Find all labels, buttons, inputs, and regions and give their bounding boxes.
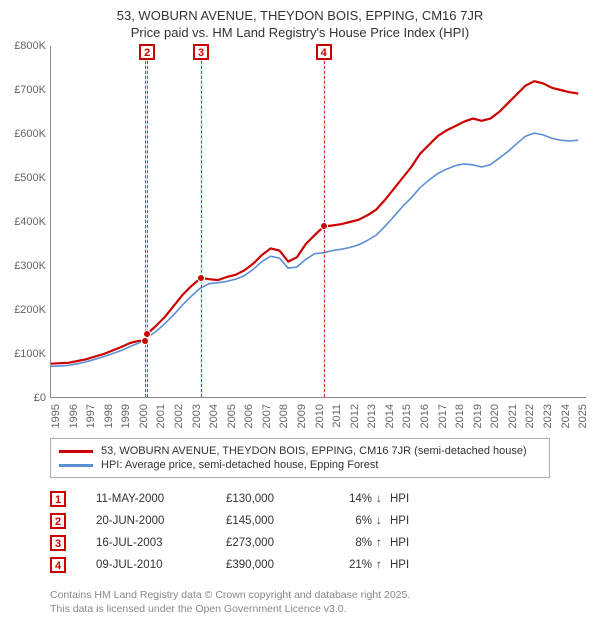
x-tick-label: 2018 xyxy=(454,404,466,428)
event-dot xyxy=(197,274,205,282)
title-block: 53, WOBURN AVENUE, THEYDON BOIS, EPPING,… xyxy=(10,8,590,40)
event-pct: 6% xyxy=(336,515,376,527)
arrow-icon: ↓ xyxy=(376,493,390,505)
y-tick-label: £200K xyxy=(4,304,46,316)
event-date: 20-JUN-2000 xyxy=(96,515,226,527)
event-price: £273,000 xyxy=(226,537,336,549)
legend-item: 53, WOBURN AVENUE, THEYDON BOIS, EPPING,… xyxy=(59,444,541,458)
x-tick-label: 1999 xyxy=(120,404,132,428)
footer-line-1: Contains HM Land Registry data © Crown c… xyxy=(50,588,590,602)
x-tick-label: 2006 xyxy=(243,404,255,428)
legend-swatch xyxy=(59,464,93,467)
x-tick-label: 1995 xyxy=(50,404,62,428)
event-date: 16-JUL-2003 xyxy=(96,537,226,549)
legend-swatch xyxy=(59,450,93,453)
x-tick-label: 2024 xyxy=(560,404,572,428)
arrow-icon: ↑ xyxy=(376,537,390,549)
x-tick-label: 2017 xyxy=(437,404,449,428)
chart-area: 234 £0£100K£200K£300K£400K£500K£600K£700… xyxy=(10,46,590,426)
x-tick-label: 2021 xyxy=(507,404,519,428)
legend: 53, WOBURN AVENUE, THEYDON BOIS, EPPING,… xyxy=(50,438,550,478)
x-tick-label: 2010 xyxy=(314,404,326,428)
x-tick-label: 2014 xyxy=(384,404,396,428)
x-tick-label: 2003 xyxy=(191,404,203,428)
legend-label: 53, WOBURN AVENUE, THEYDON BOIS, EPPING,… xyxy=(101,445,527,457)
event-hpi-label: HPI xyxy=(390,515,430,527)
y-tick-label: £100K xyxy=(4,348,46,360)
x-tick-label: 2020 xyxy=(489,404,501,428)
x-tick-label: 2007 xyxy=(261,404,273,428)
footer-line-2: This data is licensed under the Open Gov… xyxy=(50,602,590,616)
x-tick-label: 2004 xyxy=(208,404,220,428)
x-tick-label: 2011 xyxy=(331,404,343,428)
y-tick-label: £500K xyxy=(4,172,46,184)
event-number-box: 2 xyxy=(50,513,66,529)
event-row: 3 16-JUL-2003£273,0008%↑HPI xyxy=(50,532,590,554)
event-hpi-label: HPI xyxy=(390,537,430,549)
y-tick-label: £700K xyxy=(4,84,46,96)
event-price: £145,000 xyxy=(226,515,336,527)
x-tick-label: 1998 xyxy=(103,404,115,428)
events-table: 111-MAY-2000£130,00014%↓HPI220-JUN-2000£… xyxy=(50,488,590,576)
event-row: 4 09-JUL-2010£390,00021%↑HPI xyxy=(50,554,590,576)
y-tick-label: £600K xyxy=(4,128,46,140)
x-tick-label: 2015 xyxy=(401,404,413,428)
legend-label: HPI: Average price, semi-detached house,… xyxy=(101,459,378,471)
x-tick-label: 2000 xyxy=(138,404,150,428)
event-marker-box: 3 xyxy=(193,44,209,60)
x-tick-label: 2016 xyxy=(419,404,431,428)
arrow-icon: ↓ xyxy=(376,515,390,527)
x-tick-label: 2009 xyxy=(296,404,308,428)
event-dot xyxy=(143,330,151,338)
x-tick-label: 2023 xyxy=(542,404,554,428)
event-number-box: 3 xyxy=(50,535,66,551)
plot-region: 2 3 4 xyxy=(50,46,586,398)
y-tick-label: £400K xyxy=(4,216,46,228)
event-hpi-label: HPI xyxy=(390,493,430,505)
footer: Contains HM Land Registry data © Crown c… xyxy=(50,588,590,616)
event-pct: 21% xyxy=(336,559,376,571)
event-row: 2 20-JUN-2000£145,0006%↓HPI xyxy=(50,510,590,532)
y-tick-label: £800K xyxy=(4,40,46,52)
x-tick-label: 1996 xyxy=(68,404,80,428)
series-line xyxy=(51,81,578,364)
event-dot xyxy=(320,222,328,230)
event-marker-box: 4 xyxy=(316,44,332,60)
event-price: £130,000 xyxy=(226,493,336,505)
x-tick-label: 2002 xyxy=(173,404,185,428)
event-marker-box: 2 xyxy=(139,44,155,60)
event-row: 1 11-MAY-2000£130,00014%↓HPI xyxy=(50,488,590,510)
event-guideline xyxy=(201,46,202,397)
arrow-icon: ↑ xyxy=(376,559,390,571)
x-tick-label: 2019 xyxy=(472,404,484,428)
x-tick-label: 2022 xyxy=(524,404,536,428)
y-tick-label: £0 xyxy=(4,392,46,404)
event-number-box: 4 xyxy=(50,557,66,573)
event-date: 09-JUL-2010 xyxy=(96,559,226,571)
x-tick-label: 2008 xyxy=(278,404,290,428)
event-pct: 8% xyxy=(336,537,376,549)
x-tick-label: 2005 xyxy=(226,404,238,428)
event-price: £390,000 xyxy=(226,559,336,571)
line-canvas xyxy=(51,46,586,397)
event-date: 11-MAY-2000 xyxy=(96,493,226,505)
event-guideline xyxy=(147,46,148,397)
x-tick-label: 2025 xyxy=(577,404,589,428)
chart-container: 53, WOBURN AVENUE, THEYDON BOIS, EPPING,… xyxy=(0,0,600,620)
event-pct: 14% xyxy=(336,493,376,505)
title-line-1: 53, WOBURN AVENUE, THEYDON BOIS, EPPING,… xyxy=(10,8,590,23)
event-number-box: 1 xyxy=(50,491,66,507)
x-tick-label: 2013 xyxy=(366,404,378,428)
event-hpi-label: HPI xyxy=(390,559,430,571)
x-tick-label: 2012 xyxy=(349,404,361,428)
y-tick-label: £300K xyxy=(4,260,46,272)
series-line xyxy=(51,133,578,366)
title-line-2: Price paid vs. HM Land Registry's House … xyxy=(10,25,590,40)
x-tick-label: 1997 xyxy=(85,404,97,428)
legend-item: HPI: Average price, semi-detached house,… xyxy=(59,458,541,472)
x-tick-label: 2001 xyxy=(155,404,167,428)
